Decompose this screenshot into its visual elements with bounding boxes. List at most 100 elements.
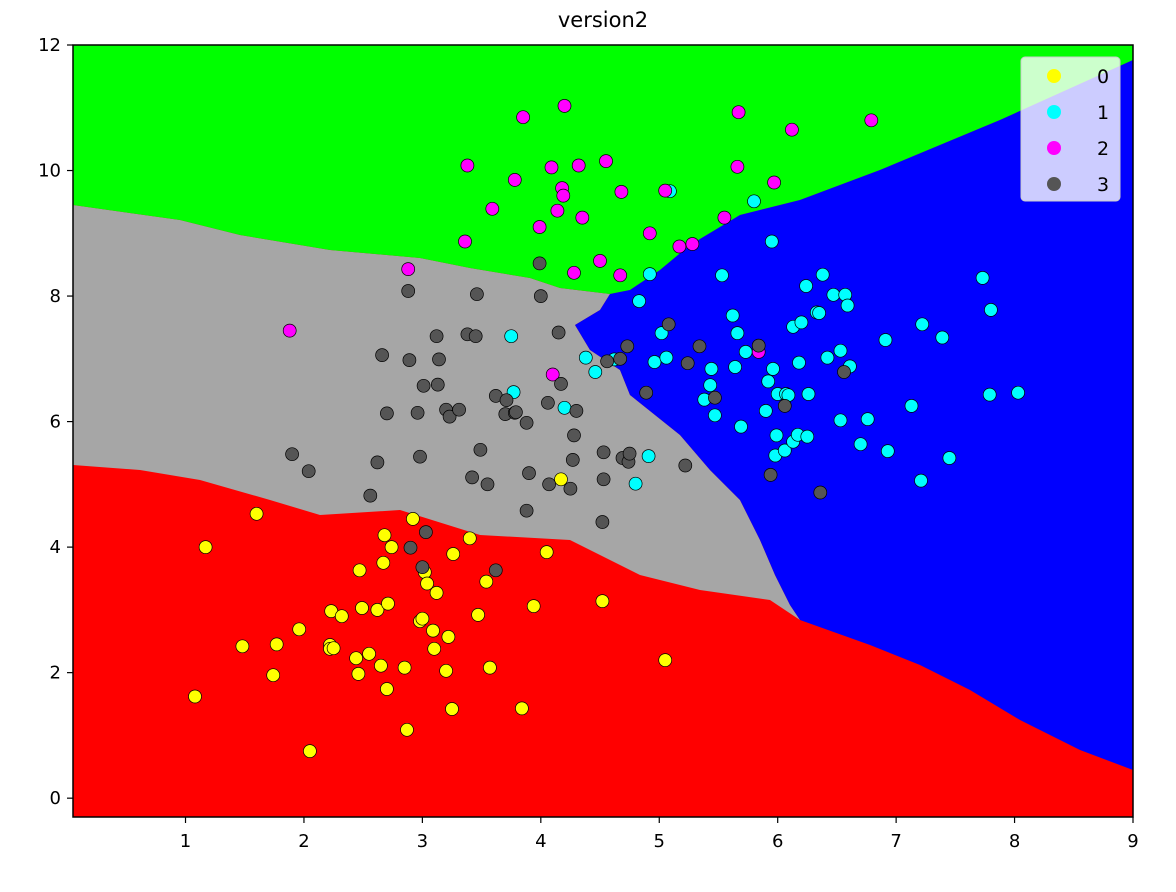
point-class-1 [728,360,742,374]
point-class-1 [632,294,646,308]
point-class-0 [439,663,453,678]
region-class-2 [73,45,1133,294]
point-class-3 [468,329,483,344]
plot-area [73,45,1133,817]
x-tick-label: 3 [417,831,428,852]
x-tick-label: 7 [890,831,901,852]
point-class-1 [880,444,895,458]
point-class-1 [833,413,848,428]
point-class-0 [420,576,434,591]
point-class-0 [400,722,414,737]
point-class-1 [853,437,868,452]
legend-label: 1 [1097,102,1109,124]
point-class-0 [445,702,459,716]
point-class-1 [792,355,806,370]
point-class-0 [397,660,412,675]
point-class-1 [557,400,572,415]
point-class-2 [614,185,629,199]
point-class-1 [904,399,919,413]
point-class-0 [427,641,442,656]
x-tick-label: 4 [535,831,546,852]
point-class-3 [301,464,316,479]
point-class-0 [406,512,420,526]
point-class-0 [539,545,554,559]
point-class-3 [708,390,722,405]
point-class-1 [942,451,957,465]
point-class-3 [419,525,433,539]
point-class-1 [708,408,722,423]
point-class-2 [785,122,799,137]
point-class-3 [565,453,580,467]
point-class-3 [285,447,299,462]
x-tick-label: 1 [180,831,191,852]
point-class-0 [554,472,568,487]
region-class-1 [575,60,1133,770]
point-class-0 [249,506,264,521]
y-tick-label: 8 [50,286,61,307]
point-class-1 [915,317,930,332]
points-layer [188,99,1025,758]
point-class-1 [840,298,855,313]
point-class-3 [402,353,417,367]
point-class-0 [658,653,673,667]
point-class-3 [551,325,566,340]
point-class-3 [541,395,555,410]
point-class-2 [557,99,572,113]
point-class-3 [554,377,568,391]
point-class-3 [519,415,534,430]
point-class-2 [516,110,530,125]
point-class-3 [569,404,584,418]
x-tick-label: 5 [654,831,665,852]
point-class-2 [544,160,559,175]
y-tick-label: 6 [50,412,61,433]
point-class-3 [542,477,556,492]
point-class-0 [362,646,376,661]
point-class-3 [622,446,637,461]
point-class-2 [567,265,581,280]
point-class-3 [596,445,611,460]
point-class-0 [377,528,392,543]
point-class-3 [401,284,416,298]
point-class-3 [563,481,578,496]
point-class-2 [282,323,297,338]
point-class-1 [777,443,792,458]
point-class-2 [658,183,673,198]
point-class-2 [532,220,547,234]
point-class-3 [465,470,479,485]
point-class-1 [769,428,784,443]
point-class-0 [384,540,399,554]
point-class-1 [860,412,875,426]
point-class-1 [799,279,813,293]
point-class-1 [820,350,835,365]
point-class-2 [401,262,416,276]
point-class-0 [351,667,366,681]
point-class-1 [730,326,745,340]
point-class-2 [613,268,628,283]
point-class-1 [642,267,657,281]
x-tick-label: 2 [298,831,309,852]
point-class-1 [801,387,816,401]
point-class-2 [545,367,560,382]
point-class-2 [458,234,472,249]
region-class-3 [73,205,800,620]
point-class-2 [575,210,590,225]
point-class-1 [758,404,773,418]
point-class-3 [567,428,581,443]
y-tick-label: 10 [38,161,61,182]
point-class-3 [509,405,523,420]
chart-title: version2 [558,8,648,32]
point-class-3 [470,287,484,302]
point-class-0 [515,701,529,716]
point-class-3 [522,466,536,480]
point-class-1 [578,350,593,365]
point-class-3 [432,352,446,367]
point-class-1 [761,374,776,389]
point-class-1 [766,362,780,376]
point-class-0 [446,547,461,561]
point-class-0 [235,639,250,654]
point-class-3 [363,488,378,503]
point-class-1 [815,267,830,282]
point-class-0 [269,637,284,652]
point-class-1 [975,271,990,285]
